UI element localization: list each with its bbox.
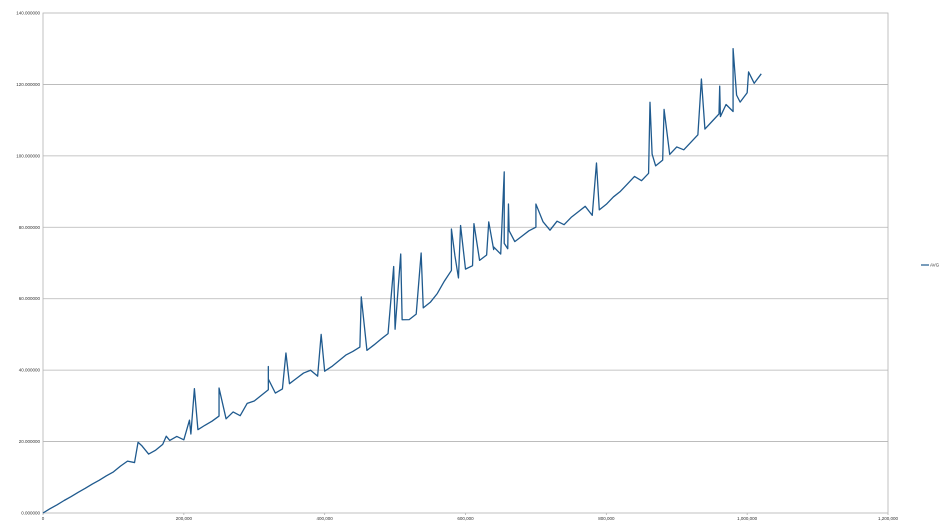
y-axis-tick-labels: 0.000000 20.000000 40.000000 60.000000 80.00… bbox=[16, 11, 40, 516]
x-tick-label: 800,000 bbox=[598, 516, 615, 521]
y-tick-label: 100.000000 bbox=[16, 153, 40, 158]
x-tick-label: 600,000 bbox=[457, 516, 474, 521]
series-line-avg bbox=[42, 48, 762, 514]
gridlines bbox=[43, 84, 888, 442]
y-tick-label: 80.000000 bbox=[19, 225, 41, 230]
plot-area bbox=[42, 12, 889, 514]
x-tick-label: 400,000 bbox=[317, 516, 334, 521]
x-tick-label: 0 bbox=[42, 516, 45, 521]
y-tick-label: 120.000000 bbox=[16, 82, 40, 87]
legend-label: AVG bbox=[930, 263, 940, 268]
x-tick-label: 200,000 bbox=[176, 516, 193, 521]
x-tick-label: 1,000,000 bbox=[737, 516, 758, 521]
y-tick-label: 20.000000 bbox=[19, 439, 41, 444]
x-axis-tick-labels: 0 200,000 400,000 600,000 800,000 1,000,000 1,… bbox=[42, 513, 899, 521]
y-tick-label: 60.000000 bbox=[19, 296, 41, 301]
series-layer bbox=[42, 48, 762, 514]
legend: AVG bbox=[921, 263, 940, 268]
y-tick-label: 0.000000 bbox=[21, 511, 40, 516]
y-tick-label: 140.000000 bbox=[16, 11, 40, 16]
y-tick-label: 40.000000 bbox=[19, 368, 41, 373]
x-tick-label: 1,200,000 bbox=[878, 516, 899, 521]
